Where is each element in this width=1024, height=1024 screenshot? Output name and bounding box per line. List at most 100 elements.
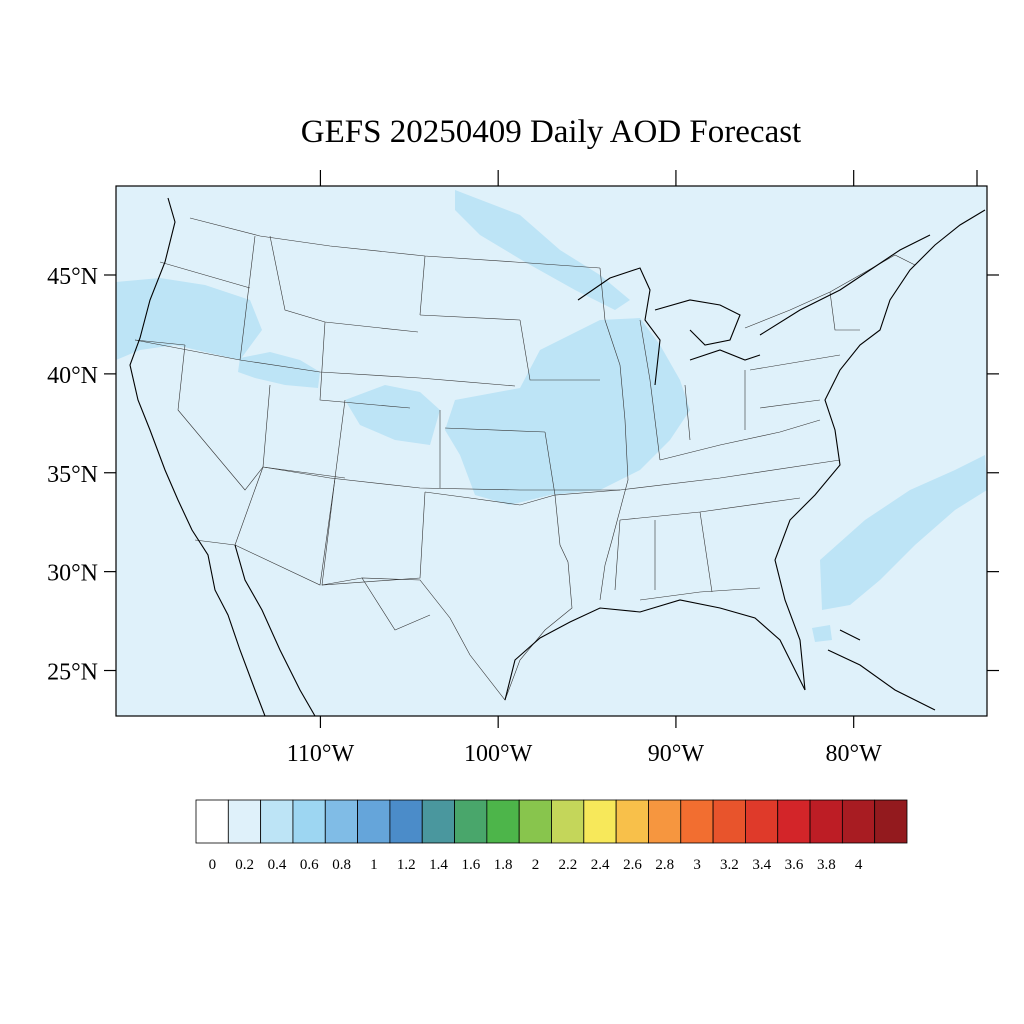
colorbar-swatch xyxy=(195,799,229,844)
nevada-border xyxy=(177,344,264,491)
colorbar-label: 1.8 xyxy=(494,857,513,873)
colorbar-label: 3.6 xyxy=(785,857,804,873)
map-frame xyxy=(115,185,988,717)
aod-region-northwest xyxy=(116,278,262,360)
line-40n xyxy=(134,339,516,387)
chart-title: GEFS 20250409 Daily AOD Forecast xyxy=(301,114,801,150)
line-37n xyxy=(262,466,620,491)
southeast-borders xyxy=(614,497,801,593)
california-border xyxy=(134,339,186,346)
mexico-border xyxy=(194,539,363,586)
iowa-border xyxy=(519,319,600,381)
line-35n xyxy=(619,459,841,491)
colorbar-swatch xyxy=(486,799,520,844)
latitude-labels: 45°N 40°N 35°N 30°N 25°N xyxy=(47,264,98,686)
colorbar-label: 0.6 xyxy=(300,857,319,873)
colorado-border xyxy=(334,399,441,488)
ks-ok-border xyxy=(444,427,546,433)
lat-label: 45°N xyxy=(47,264,98,290)
colorbar-label: 1.2 xyxy=(397,857,416,873)
colorbar-label: 2.8 xyxy=(655,857,674,873)
great-lakes xyxy=(577,267,761,386)
aod-region-snake-river xyxy=(238,352,320,388)
colorbar-label: 0 xyxy=(209,857,217,873)
canada-border-west xyxy=(189,217,601,269)
colorbar-label: 2.4 xyxy=(591,857,610,873)
map-ticks xyxy=(104,170,999,728)
gulf-coast xyxy=(504,599,806,701)
colorbar-label: 2.2 xyxy=(558,857,577,873)
washington-oregon-border xyxy=(159,235,256,361)
nd-sd-border xyxy=(419,255,426,316)
mississippi-river xyxy=(599,267,629,601)
colorbar-label: 0.2 xyxy=(235,857,254,873)
colorbar-swatch xyxy=(454,799,488,844)
colorbar-swatch xyxy=(292,799,326,844)
colorbar-label: 1.6 xyxy=(461,857,480,873)
colorbar-swatch xyxy=(518,799,552,844)
aod-region-florida-tip xyxy=(812,625,832,642)
arizona-border xyxy=(234,466,336,586)
aod-region-atlantic xyxy=(820,455,987,610)
colorbar-label: 3.4 xyxy=(752,857,771,873)
northeast-borders xyxy=(749,291,860,409)
aod-region-central-plains xyxy=(445,318,690,505)
lon-label: 90°W xyxy=(648,741,705,767)
new-mexico-border xyxy=(321,477,426,586)
colorbar-label: 4 xyxy=(855,857,863,873)
colorbar: 0 0.2 0.4 0.6 0.8 1 1.2 1.4 1.6 1.8 2 2.2 2.4 2.6 2.8 3… xyxy=(195,799,908,873)
lat-label: 35°N xyxy=(47,462,98,488)
colorbar-swatch xyxy=(324,799,358,844)
cuba-bahamas xyxy=(827,629,936,711)
ne-sd-border xyxy=(419,314,521,321)
colorbar-label: 1.4 xyxy=(429,857,448,873)
wyoming-border xyxy=(319,321,411,409)
aod-region-colorado xyxy=(345,385,440,445)
colorbar-swatch xyxy=(745,799,779,844)
indiana-ohio-border xyxy=(684,370,746,441)
atlantic-coast xyxy=(774,209,986,691)
colorbar-label: 3 xyxy=(693,857,701,873)
aod-region-great-lakes-plume xyxy=(455,190,630,310)
colorbar-swatch xyxy=(551,799,585,844)
lat-label: 40°N xyxy=(47,363,98,389)
aod-shading xyxy=(116,190,987,642)
canada-border-east xyxy=(744,254,916,329)
colorbar-label: 2.6 xyxy=(623,857,642,873)
colorbar-swatch xyxy=(874,799,908,844)
colorbar-swatch xyxy=(227,799,262,844)
colorbar-swatch xyxy=(809,799,843,844)
colorbar-label: 3.8 xyxy=(817,857,836,873)
colorbar-swatch xyxy=(841,799,876,844)
colorbar-swatch xyxy=(648,799,682,844)
coastlines xyxy=(129,197,986,716)
colorbar-swatch xyxy=(712,799,746,844)
lon-label: 100°W xyxy=(464,741,533,767)
baja-gulf-coast xyxy=(234,544,316,716)
colorbar-swatch xyxy=(777,799,811,844)
florida-border xyxy=(639,587,761,601)
colorbar-swatch xyxy=(583,799,617,844)
colorbar-swatch xyxy=(260,799,294,844)
illinois-border xyxy=(639,319,661,461)
lon-label: 110°W xyxy=(287,741,355,767)
pacific-coast xyxy=(129,197,266,716)
montana-border xyxy=(269,235,419,333)
colorbar-swatch xyxy=(421,799,455,844)
longitude-labels: 110°W 100°W 90°W 80°W xyxy=(287,741,882,767)
st-lawrence xyxy=(759,234,931,336)
colorbar-swatch xyxy=(680,799,714,844)
colorbar-swatch xyxy=(389,799,423,844)
colorbar-label: 0.4 xyxy=(268,857,287,873)
colorbar-label: 0.8 xyxy=(332,857,351,873)
kentucky-tennessee xyxy=(659,419,821,461)
lat-label: 30°N xyxy=(47,561,98,587)
colorbar-swatch xyxy=(357,799,391,844)
missouri-border xyxy=(544,431,621,496)
colorbar-swatch xyxy=(615,799,649,844)
colorbar-label: 2 xyxy=(532,857,540,873)
map-panel xyxy=(104,170,999,728)
colorbar-label: 3.2 xyxy=(720,857,739,873)
colorbar-label: 1 xyxy=(370,857,378,873)
lon-label: 80°W xyxy=(826,741,883,767)
